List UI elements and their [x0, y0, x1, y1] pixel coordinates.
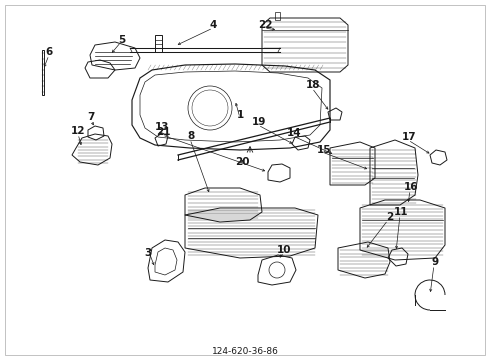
Text: 16: 16 — [404, 182, 418, 192]
Text: 4: 4 — [209, 20, 217, 30]
Text: 17: 17 — [402, 132, 416, 142]
Text: 7: 7 — [87, 112, 95, 122]
Text: 15: 15 — [317, 145, 331, 155]
Text: 13: 13 — [155, 122, 169, 132]
Text: 5: 5 — [119, 35, 125, 45]
Text: 18: 18 — [306, 80, 320, 90]
Text: 11: 11 — [394, 207, 408, 217]
Text: 6: 6 — [46, 47, 52, 57]
Text: 22: 22 — [258, 20, 272, 30]
Text: 20: 20 — [235, 157, 249, 167]
Text: 2: 2 — [387, 212, 393, 222]
Text: 9: 9 — [431, 257, 439, 267]
Text: 8: 8 — [187, 131, 195, 141]
Text: 19: 19 — [252, 117, 266, 127]
Text: 124-620-36-86: 124-620-36-86 — [212, 347, 278, 356]
Text: 10: 10 — [277, 245, 291, 255]
Text: 21: 21 — [156, 127, 170, 137]
Text: 3: 3 — [145, 248, 151, 258]
Text: 12: 12 — [71, 126, 85, 136]
Text: 1: 1 — [236, 110, 244, 120]
Text: 14: 14 — [287, 128, 301, 138]
